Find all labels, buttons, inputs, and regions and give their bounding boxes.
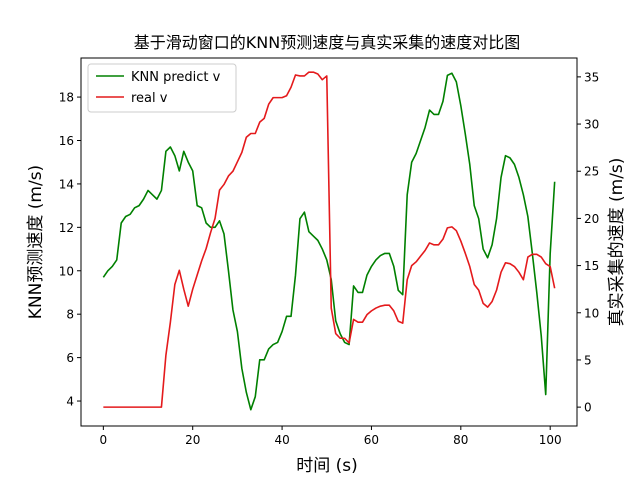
left-y-tick-label: 16 [59,134,74,148]
x-axis-label: 时间 (s) [296,456,358,476]
series-line-knn-predict [102,72,556,411]
x-tick-label: 40 [274,433,289,447]
right-y-tick-label: 10 [584,306,599,320]
ticks-layer: 0 20 40 60 80 100 4 6 8 10 12 14 16 18 0 5 10 15 20 25 30 35 [59,70,600,447]
right-y-tick-label: 0 [584,401,592,415]
x-tick-label: 20 [185,433,200,447]
right-y-tick-label: 35 [584,70,599,84]
left-y-tick-label: 4 [66,395,74,409]
chart-title: 基于滑动窗口的KNN预测速度与真实采集的速度对比图 [134,33,520,52]
right-y-tick-label: 15 [584,259,599,273]
right-y-tick-label: 5 [584,353,592,367]
legend-label-real: real v [131,91,168,106]
legend: KNN predict v real v [87,63,237,113]
left-y-axis-label: KNN预测速度 (m/s) [26,165,46,319]
left-y-tick-label: 6 [66,351,74,365]
left-y-tick-label: 10 [59,264,74,278]
left-y-tick-label: 12 [59,221,74,235]
right-y-tick-label: 25 [584,165,599,179]
left-y-tick-label: 18 [59,91,74,105]
plot-layer [102,71,556,411]
left-y-tick-label: 8 [66,308,74,322]
legend-label-knn: KNN predict v [131,70,221,85]
x-tick-label: 0 [100,433,108,447]
left-y-tick-label: 14 [59,177,74,191]
right-y-tick-label: 30 [584,118,599,132]
plot-frame [80,57,578,427]
right-y-tick-label: 20 [584,212,599,226]
right-y-axis-label: 真实采集的速度 (m/s) [607,158,627,327]
series-line-real [103,71,556,408]
x-tick-label: 60 [364,433,379,447]
x-tick-label: 80 [453,433,468,447]
x-tick-label: 100 [539,433,562,447]
legend-box [87,63,237,113]
